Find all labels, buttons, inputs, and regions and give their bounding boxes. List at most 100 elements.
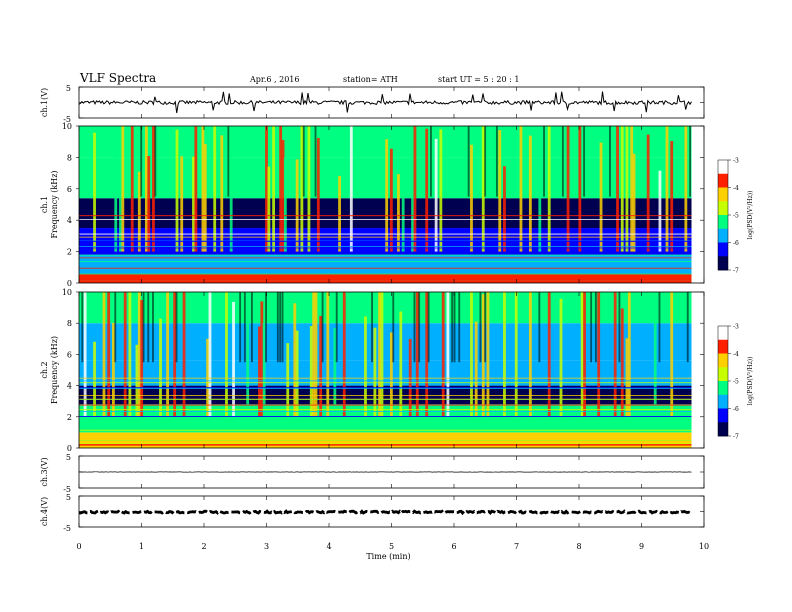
colorbar-tick-label: -3	[733, 324, 739, 331]
x-tick-label: 1	[139, 542, 144, 551]
quiet-column	[279, 292, 282, 363]
quiet-column	[175, 292, 178, 363]
x-tick-label: 3	[264, 542, 269, 551]
burst-column	[613, 292, 617, 417]
burst-column	[538, 136, 542, 252]
burst-column	[229, 137, 233, 252]
colorbar-cell	[718, 215, 728, 219]
colorbar-tick-label: -5	[733, 379, 739, 386]
burst-column	[658, 170, 662, 252]
colorbar-tick-label: -7	[733, 268, 739, 275]
colorbar-tick-label: -5	[733, 213, 739, 220]
burst-column	[111, 322, 115, 417]
burst-column	[425, 128, 429, 252]
quiet-column	[265, 292, 267, 363]
burst-column	[194, 126, 198, 252]
quiet-column	[686, 292, 689, 363]
x-tick-label: 7	[514, 542, 519, 551]
colorbar-cell	[718, 381, 728, 385]
burst-column	[378, 292, 382, 417]
quiet-column	[314, 126, 317, 197]
spectrum-band	[79, 323, 692, 361]
colorbar-cell	[718, 378, 728, 382]
colorbar-cell	[718, 217, 728, 221]
burst-column	[627, 292, 631, 417]
quiet-column	[451, 292, 454, 363]
ch1-spectrogram-panel: 0 2 4 6 8 10 ch.1 Frequency (kHz)	[40, 122, 705, 288]
y-tick-label: -5	[63, 115, 71, 124]
colorbar-cell	[718, 206, 728, 210]
burst-column	[314, 292, 318, 417]
ch4-waveform-panel: 5 -5 ch.4(V)	[40, 493, 705, 533]
y-tick-label: 2	[67, 413, 72, 422]
colorbar-cell	[718, 375, 728, 379]
y-axis-label: Frequency (kHz)	[50, 336, 59, 404]
burst-column	[182, 292, 186, 417]
burst-column	[646, 134, 650, 252]
spectrum-band	[79, 292, 692, 324]
colorbar-cell	[718, 433, 728, 437]
colorbar-cell	[718, 173, 728, 177]
colorbar-cell	[718, 425, 728, 429]
y-axis-label: Frequency (kHz)	[50, 170, 59, 238]
quiet-column	[594, 292, 597, 363]
burst-column	[93, 341, 96, 417]
burst-column	[140, 300, 144, 417]
colorbar-cell	[718, 326, 728, 330]
ch2-colorbar: -3 -4 -5 -6 -7 log(PSD(V²/Hz))	[717, 324, 754, 441]
burst-column	[283, 157, 287, 252]
burst-column	[300, 126, 304, 252]
colorbar-cell	[718, 245, 728, 249]
colorbar-cell	[718, 361, 728, 365]
quiet-column	[239, 292, 242, 363]
burst-column	[265, 126, 268, 252]
colorbar-cell	[718, 162, 728, 166]
spectrum-band	[79, 254, 692, 274]
y-tick-label: 6	[67, 185, 72, 194]
burst-column	[114, 126, 118, 252]
quiet-column	[609, 126, 611, 197]
burst-column	[415, 292, 419, 417]
quiet-column	[543, 126, 545, 197]
colorbar-cell	[718, 223, 728, 227]
colorbar-cell	[718, 168, 728, 172]
y-tick-label: 10	[62, 288, 72, 297]
colorbar-cell	[718, 411, 728, 415]
colorbar-cell	[718, 328, 728, 332]
y-tick-label: -5	[63, 524, 71, 533]
colorbar-cell	[718, 184, 728, 188]
ch1-waveform-panel: 5 -5 ch.1(V)	[40, 84, 705, 124]
burst-column	[338, 175, 341, 252]
quiet-column	[590, 292, 593, 363]
burst-column	[203, 143, 207, 252]
burst-column	[93, 132, 96, 252]
burst-column	[578, 126, 582, 252]
colorbar-cell	[718, 198, 728, 202]
quiet-column	[140, 126, 143, 197]
burst-column	[559, 298, 563, 417]
quiet-column	[81, 292, 84, 363]
colorbar-cell	[718, 389, 728, 393]
burst-column	[474, 321, 478, 417]
colorbar-cell	[718, 353, 728, 357]
burst-column	[653, 292, 657, 417]
x-tick-label: 9	[639, 542, 644, 551]
burst-column	[441, 292, 445, 417]
burst-column	[514, 292, 518, 417]
colorbar-tick-label: -6	[733, 240, 739, 247]
colorbar-cell	[718, 350, 728, 354]
colorbar-cell	[718, 179, 728, 183]
burst-column	[446, 292, 450, 417]
burst-column	[208, 292, 212, 417]
colorbar-cell	[718, 228, 728, 232]
burst-column	[547, 126, 551, 252]
burst-column	[180, 156, 184, 252]
burst-column	[279, 126, 283, 252]
x-tick-label: 0	[76, 542, 81, 551]
colorbar-cell	[718, 392, 728, 396]
x-tick-label: 10	[699, 542, 709, 551]
y-tick-label: 8	[67, 153, 72, 162]
burst-column	[583, 292, 586, 417]
burst-column	[119, 158, 122, 252]
